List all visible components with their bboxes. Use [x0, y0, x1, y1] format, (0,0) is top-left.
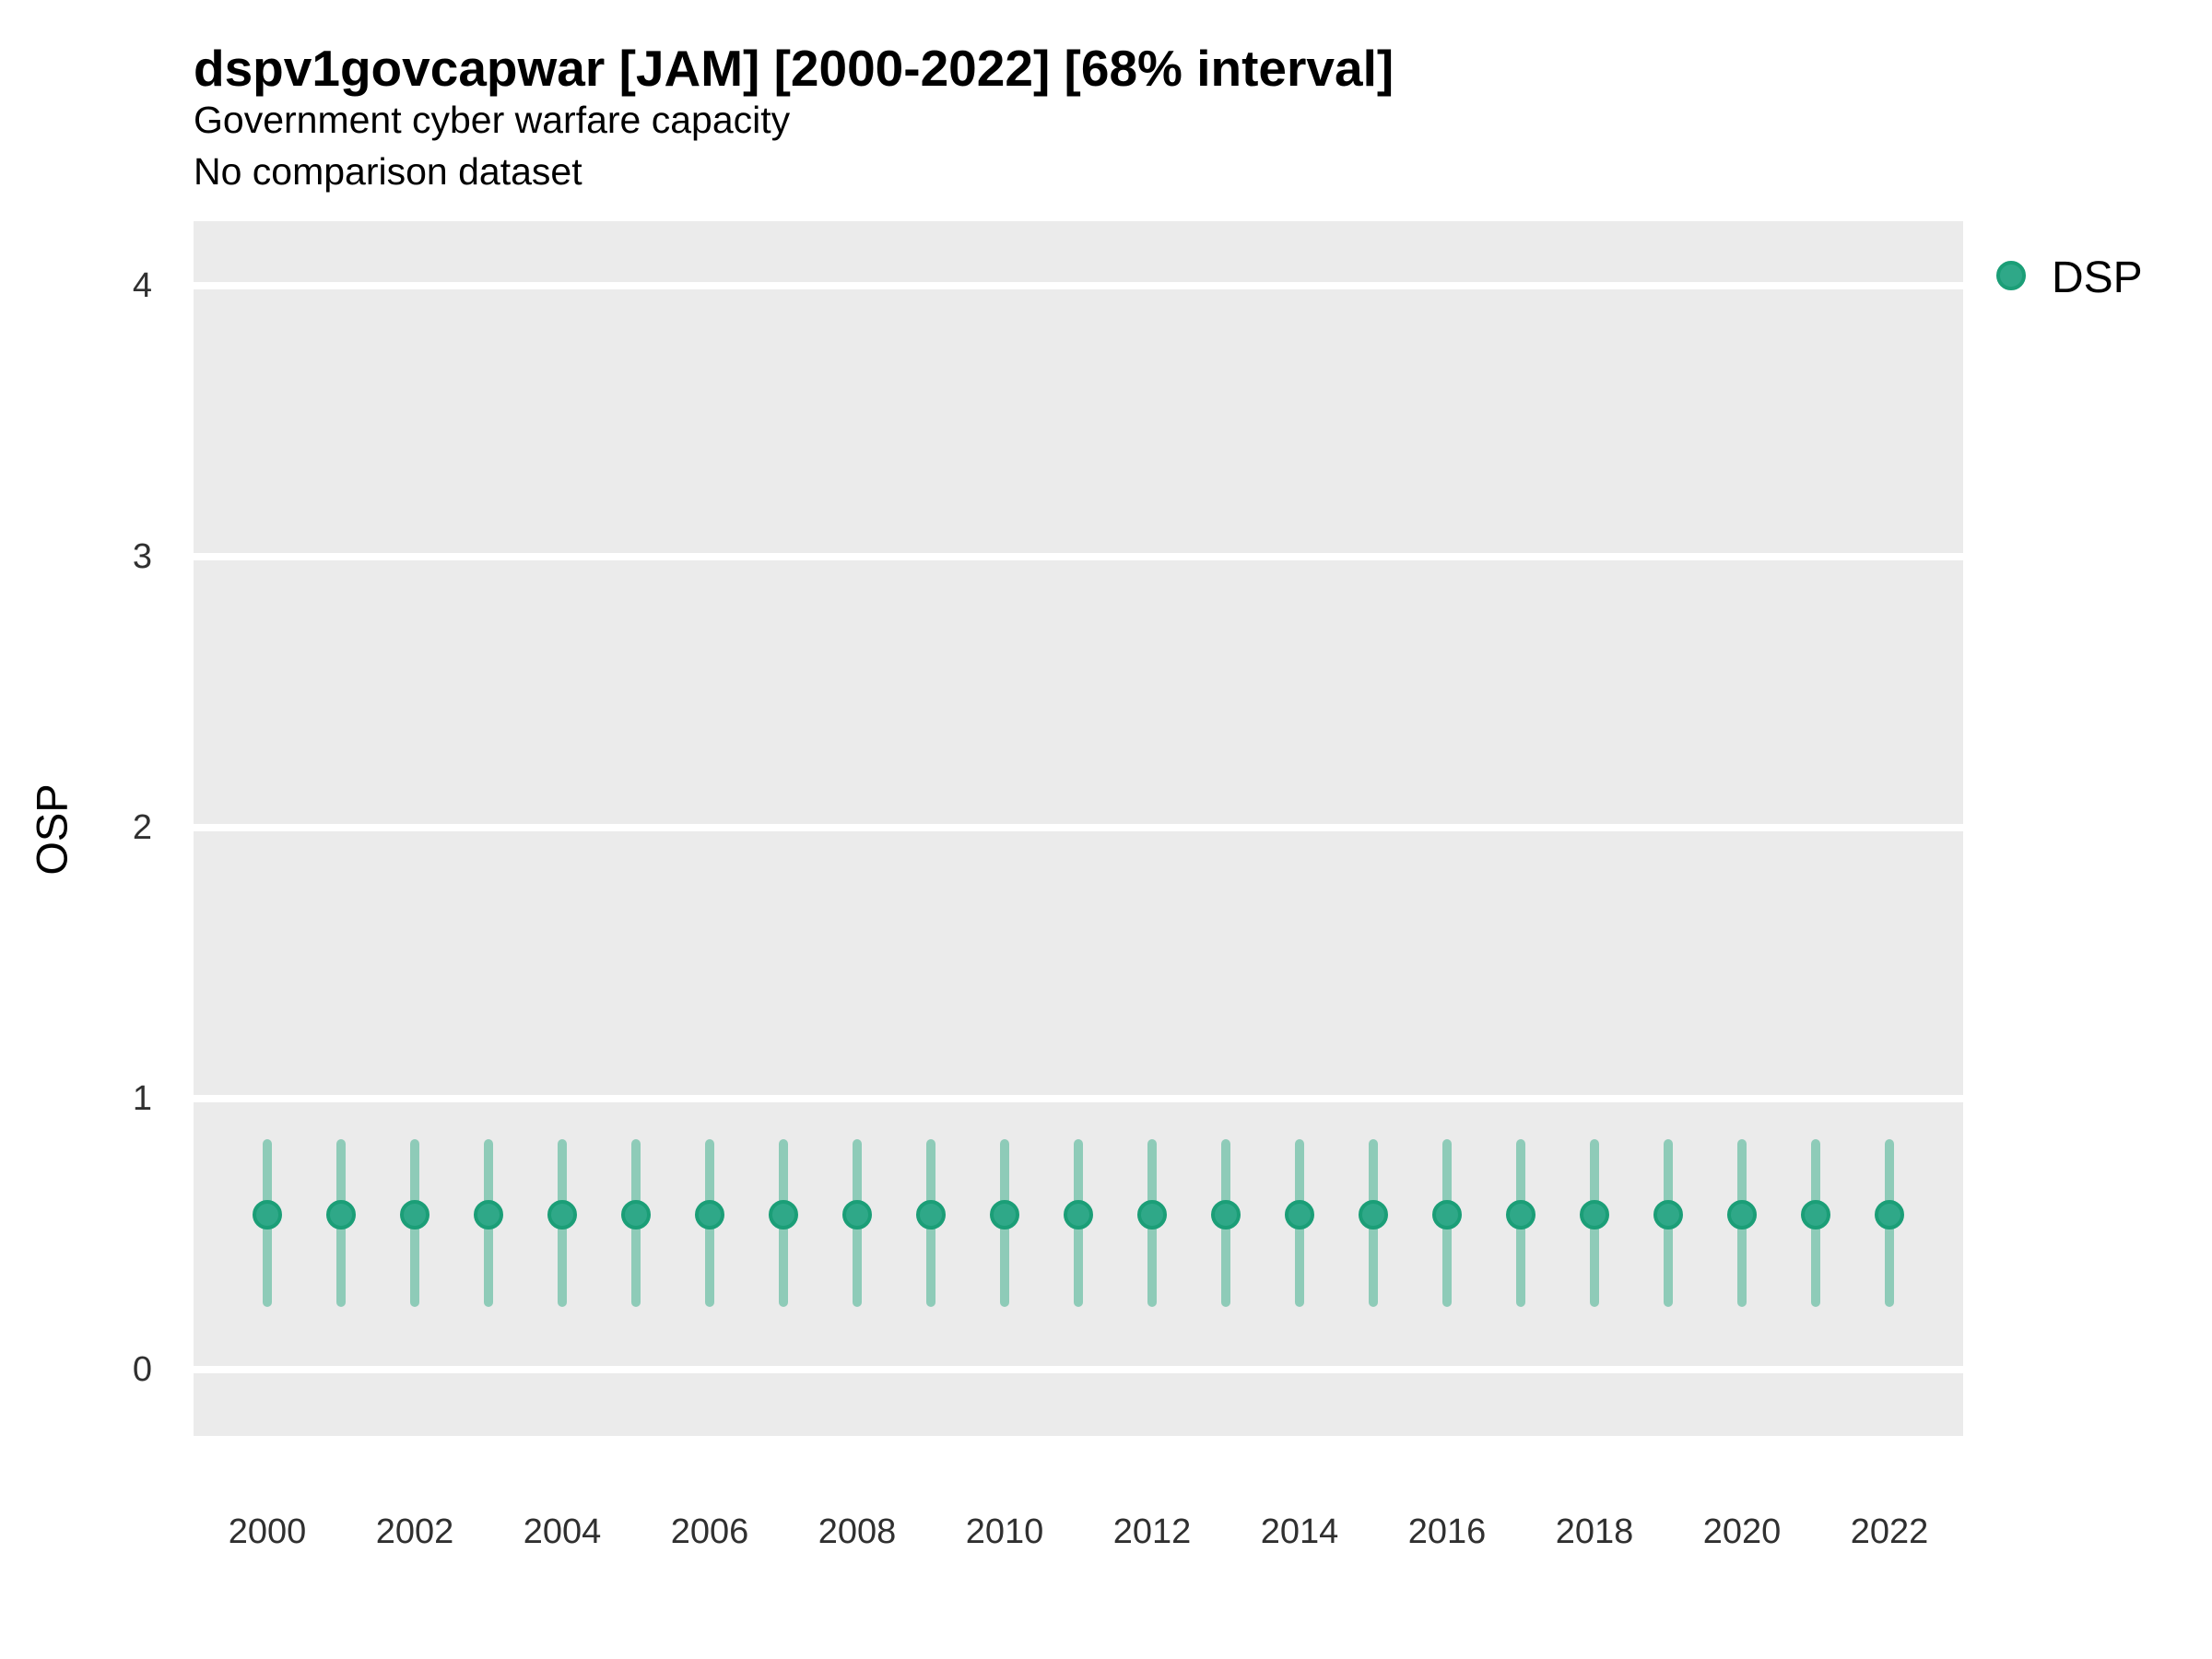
gridline-y-4 — [194, 282, 1963, 289]
data-point-2009 — [916, 1200, 946, 1230]
x-tick-label: 2020 — [1702, 1512, 1782, 1551]
y-tick-label: 0 — [132, 1350, 152, 1389]
data-point-2001 — [326, 1200, 356, 1230]
chart-title: dspv1govcapwar [JAM] [2000-2022] [68% in… — [194, 40, 1394, 97]
x-tick-label: 2016 — [1407, 1512, 1487, 1551]
gridline-y-2 — [194, 824, 1963, 831]
x-tick-label: 2004 — [523, 1512, 602, 1551]
data-point-2013 — [1211, 1200, 1241, 1230]
data-point-2005 — [621, 1200, 651, 1230]
data-point-2022 — [1875, 1200, 1904, 1230]
data-point-2012 — [1137, 1200, 1167, 1230]
legend-label: DSP — [2052, 253, 2143, 302]
data-point-2008 — [842, 1200, 872, 1230]
data-point-2007 — [769, 1200, 798, 1230]
x-tick-label: 2018 — [1555, 1512, 1634, 1551]
data-point-2015 — [1359, 1200, 1388, 1230]
gridline-y-1 — [194, 1095, 1963, 1102]
gridline-y-3 — [194, 553, 1963, 560]
data-point-2011 — [1064, 1200, 1093, 1230]
chart-subtitle: Government cyber warfare capacity — [194, 99, 791, 141]
data-point-2003 — [474, 1200, 503, 1230]
x-tick-label: 2012 — [1112, 1512, 1192, 1551]
chart-note: No comparison dataset — [194, 150, 582, 193]
x-tick-label: 2010 — [965, 1512, 1044, 1551]
y-tick-label: 2 — [132, 808, 152, 847]
data-point-2016 — [1432, 1200, 1462, 1230]
data-point-2019 — [1653, 1200, 1683, 1230]
data-point-2002 — [400, 1200, 429, 1230]
legend: DSP — [1991, 249, 2212, 313]
x-tick-label: 2000 — [228, 1512, 307, 1551]
y-tick-label: 1 — [132, 1079, 152, 1118]
x-tick-label: 2006 — [670, 1512, 749, 1551]
gridline-y-0 — [194, 1366, 1963, 1373]
x-tick-label: 2014 — [1260, 1512, 1339, 1551]
data-point-2006 — [695, 1200, 724, 1230]
y-tick-label: 3 — [132, 537, 152, 576]
legend-circle-icon — [1996, 261, 2026, 290]
x-tick-label: 2022 — [1850, 1512, 1929, 1551]
data-point-2018 — [1580, 1200, 1609, 1230]
data-point-2014 — [1285, 1200, 1314, 1230]
data-point-2021 — [1801, 1200, 1830, 1230]
x-tick-label: 2002 — [375, 1512, 454, 1551]
data-point-2000 — [253, 1200, 282, 1230]
data-point-2020 — [1727, 1200, 1757, 1230]
x-tick-label: 2008 — [818, 1512, 897, 1551]
data-point-2004 — [547, 1200, 577, 1230]
data-point-2010 — [990, 1200, 1019, 1230]
data-point-2017 — [1506, 1200, 1535, 1230]
y-tick-label: 4 — [132, 266, 152, 305]
